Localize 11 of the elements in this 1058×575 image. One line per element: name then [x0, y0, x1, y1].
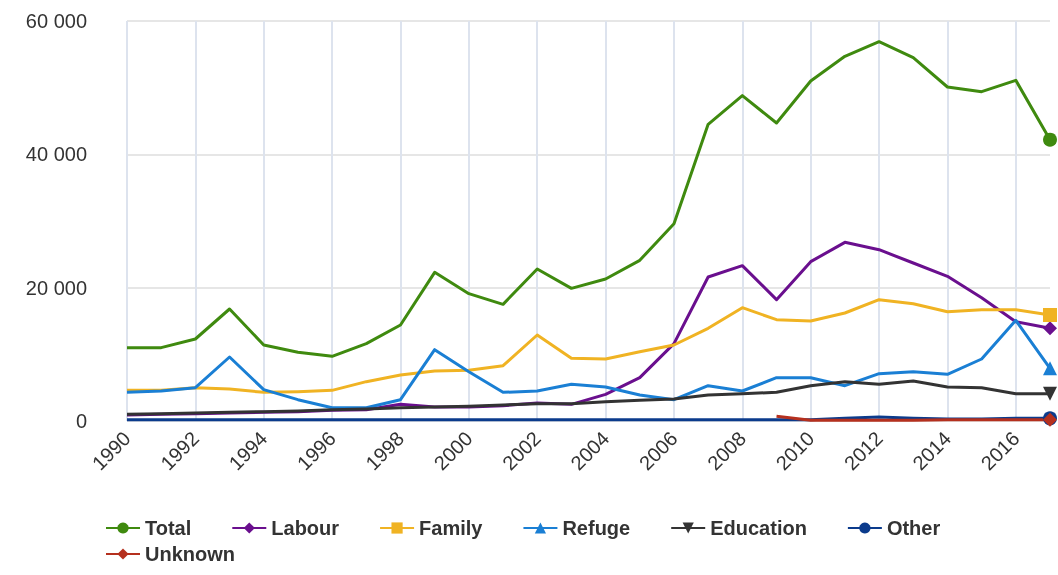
y-tick-label: 60 000 [25, 10, 87, 32]
y-tick-label: 0 [75, 410, 87, 432]
legend-label: Education [710, 517, 807, 539]
legend-label: Total [145, 517, 192, 539]
legend-label: Labour [271, 517, 340, 539]
legend-label: Refuge [562, 517, 631, 539]
legend-label: Other [886, 517, 941, 539]
y-tick-label: 20 000 [25, 276, 87, 299]
legend-label: Unknown [145, 543, 235, 565]
y-tick-label: 40 000 [25, 143, 87, 166]
legend-label: Family [419, 517, 484, 539]
